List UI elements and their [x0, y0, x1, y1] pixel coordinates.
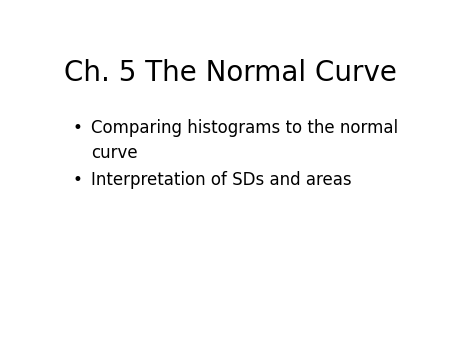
Text: Ch. 5 The Normal Curve: Ch. 5 The Normal Curve [64, 59, 397, 87]
Text: Interpretation of SDs and areas: Interpretation of SDs and areas [91, 171, 352, 189]
Text: •: • [72, 171, 82, 189]
Text: Comparing histograms to the normal
curve: Comparing histograms to the normal curve [91, 119, 398, 162]
Text: •: • [72, 119, 82, 137]
